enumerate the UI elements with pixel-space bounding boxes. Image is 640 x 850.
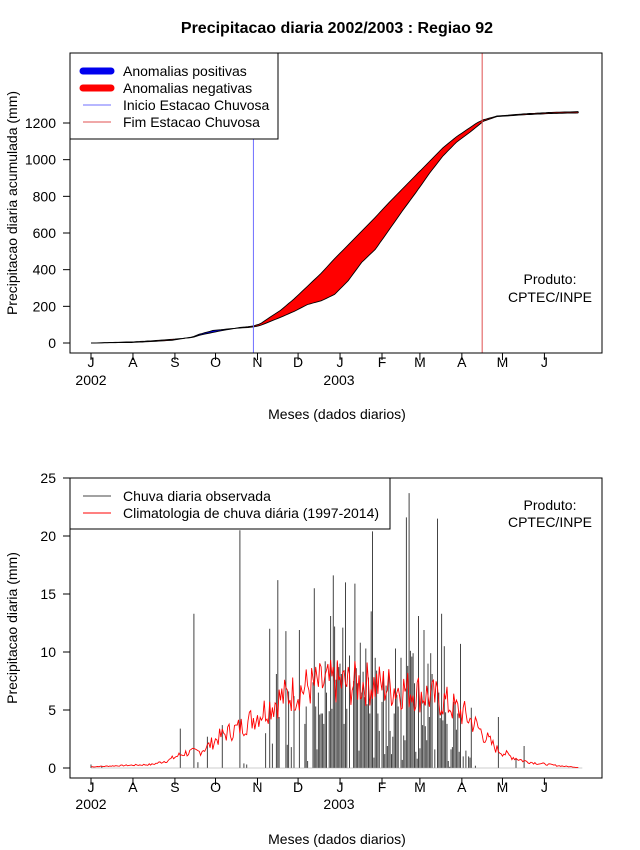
cumulative-year-label-2003: 2003 [323,372,354,388]
cumulative-annotation-product: Produto: [524,271,577,287]
cumulative-month-label-feb: F [378,354,387,370]
cumulative-y-axis-label: Precipitacao diaria acumulada (mm) [4,91,20,315]
cumulative-annotation-source: CPTEC/INPE [508,289,592,305]
daily-annotation-source: CPTEC/INPE [508,514,592,530]
cumulative-y-tick-label: 600 [33,225,57,241]
daily-month-label-nov: N [252,779,262,795]
cumulative-month-label-nov: N [252,354,262,370]
cumulative-month-label-apr: A [457,354,467,370]
daily-month-label-jan: J [337,779,344,795]
daily-legend-box [69,477,391,530]
cumulative-y-tick-label: 400 [33,262,57,278]
cumulative-y-tick-label: 0 [48,335,56,351]
daily-month-label-may: M [497,779,509,795]
cumulative-y-tick-label: 1200 [25,115,56,131]
daily-annotation-product: Produto: [524,497,577,513]
daily-y-tick-label: 25 [40,470,56,486]
cumulative-legend: Anomalias positivas Anomalias negativas … [69,52,279,140]
legend-label-positive: Anomalias positivas [123,63,247,79]
daily-month-label-apr: A [457,779,467,795]
climatology-cumulative-line [90,111,579,344]
cumulative-month-label-mar: M [414,354,426,370]
daily-month-label-oct: O [210,779,221,795]
legend-label-negative: Anomalias negativas [123,80,252,96]
cumulative-month-label-may: M [497,354,509,370]
daily-month-label-sep: S [170,779,179,795]
legend-label-climatology: Climatologia de chuva diária (1997-2014) [123,505,379,521]
observed-cumulative-line [91,112,579,344]
cumulative-y-tick-label: 1000 [25,152,56,168]
daily-y-tick-label: 15 [40,586,56,602]
daily-y-tick-label: 0 [48,760,56,776]
daily-year-label-2002: 2002 [75,796,106,812]
anomaly-negative-area [235,111,579,329]
daily-month-label-feb: F [378,779,387,795]
cumulative-month-label-jun: J [541,354,548,370]
cumulative-month-label-jan: J [337,354,344,370]
cumulative-year-label-2002: 2002 [75,372,106,388]
legend-label-observed-rain: Chuva diaria observada [123,488,271,504]
climatology-daily-line [90,659,579,769]
figure-title: Precipitacao diaria 2002/2003 : Regiao 9… [181,20,493,37]
cumulative-y-tick-label: 200 [33,298,57,314]
daily-month-label-dec: D [293,779,303,795]
daily-y-tick-label: 10 [40,644,56,660]
cumulative-month-label-sep: S [170,354,179,370]
daily-month-label-jul: J [88,779,95,795]
daily-year-label-2003: 2003 [323,796,354,812]
daily-legend: Chuva diaria observada Climatologia de c… [69,477,391,530]
cumulative-month-label-aug: A [128,354,138,370]
cumulative-month-label-oct: O [210,354,221,370]
daily-y-tick-label: 20 [40,528,56,544]
daily-month-label-jun: J [541,779,548,795]
daily-y-axis-label: Precipitacao diaria (mm) [4,552,20,704]
cumulative-legend-box [69,52,279,140]
cumulative-plot-frame [69,52,603,354]
cumulative-y-tick-label: 800 [33,188,57,204]
daily-y-tick-label: 5 [48,702,56,718]
cumulative-x-axis-label: Meses (dados diarios) [268,406,406,422]
legend-label-season-end: Fim Estacao Chuvosa [123,114,260,130]
daily-rain-chart: 0 5 10 15 20 25 J A S O N D J F M A M J 2002 2003 Meses … [4,470,603,847]
legend-label-season-start: Inicio Estacao Chuvosa [123,97,270,113]
daily-month-label-aug: A [128,779,138,795]
daily-x-axis-label: Meses (dados diarios) [268,831,406,847]
cumulative-month-label-jul: J [88,354,95,370]
daily-month-label-mar: M [414,779,426,795]
cumulative-month-label-dec: D [293,354,303,370]
